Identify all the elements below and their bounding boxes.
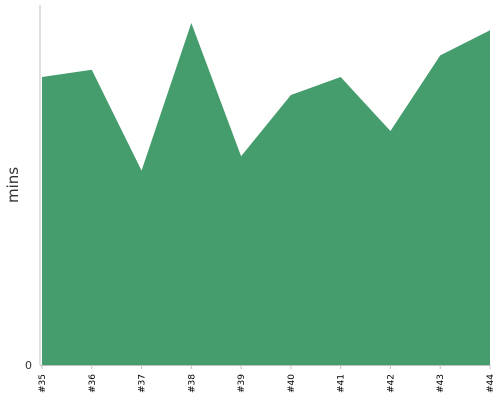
- series-layer: [42, 23, 490, 365]
- x-tick-label: #36: [88, 374, 98, 393]
- y-axis-ticks: 0: [25, 359, 32, 372]
- x-tick-label: #44: [486, 374, 496, 393]
- x-tick-label: #41: [337, 374, 347, 393]
- series-area: [42, 23, 490, 365]
- x-tick-label: #40: [287, 374, 297, 393]
- x-tick-label: #38: [187, 374, 197, 393]
- x-tick-label: #37: [138, 374, 148, 393]
- y-axis-title: mins: [4, 167, 22, 203]
- x-axis-ticks: #35 #36 #37 #38 #39 #40 #41 #42 #43 #44: [38, 365, 496, 393]
- x-tick-label: #35: [38, 374, 48, 393]
- x-tick-label: #39: [237, 374, 247, 393]
- x-tick-label: #43: [436, 374, 446, 393]
- y-tick-label: 0: [25, 359, 32, 372]
- x-tick-label: #42: [386, 374, 396, 393]
